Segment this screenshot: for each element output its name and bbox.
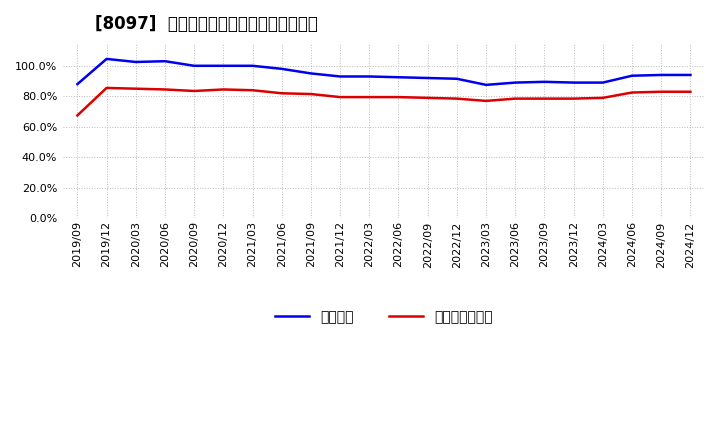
Line: 固定長期適合率: 固定長期適合率: [78, 88, 690, 115]
固定比率: [570, 80, 578, 85]
固定比率: [686, 72, 695, 77]
固定長期適合率: [248, 88, 257, 93]
固定長期適合率: [277, 91, 286, 96]
固定比率: [482, 82, 490, 88]
固定長期適合率: [453, 96, 462, 101]
固定比率: [336, 74, 344, 79]
固定比率: [511, 80, 520, 85]
固定長期適合率: [511, 96, 520, 101]
固定比率: [598, 80, 607, 85]
固定比率: [161, 59, 169, 64]
固定長期適合率: [336, 95, 344, 100]
固定比率: [453, 76, 462, 81]
固定比率: [190, 63, 199, 69]
固定比率: [394, 75, 402, 80]
固定比率: [365, 74, 374, 79]
固定長期適合率: [73, 113, 82, 118]
固定長期適合率: [540, 96, 549, 101]
固定比率: [102, 56, 111, 62]
固定比率: [540, 79, 549, 84]
固定比率: [219, 63, 228, 69]
固定長期適合率: [102, 85, 111, 91]
固定長期適合率: [190, 88, 199, 94]
固定長期適合率: [365, 95, 374, 100]
固定長期適合率: [482, 98, 490, 103]
固定比率: [628, 73, 636, 78]
固定長期適合率: [686, 89, 695, 95]
固定比率: [277, 66, 286, 71]
固定長期適合率: [394, 95, 402, 100]
Legend: 固定比率, 固定長期適合率: 固定比率, 固定長期適合率: [269, 304, 499, 330]
固定長期適合率: [219, 87, 228, 92]
固定長期適合率: [598, 95, 607, 100]
固定長期適合率: [307, 92, 315, 97]
固定長期適合率: [628, 90, 636, 95]
固定長期適合率: [657, 89, 665, 95]
固定比率: [423, 75, 432, 81]
Text: [8097]  固定比率、固定長期適合率の推移: [8097] 固定比率、固定長期適合率の推移: [95, 15, 318, 33]
固定比率: [657, 72, 665, 77]
固定比率: [73, 81, 82, 87]
Line: 固定比率: 固定比率: [78, 59, 690, 85]
固定比率: [307, 71, 315, 76]
固定長期適合率: [423, 95, 432, 100]
固定比率: [132, 59, 140, 65]
固定長期適合率: [132, 86, 140, 92]
固定比率: [248, 63, 257, 69]
固定長期適合率: [570, 96, 578, 101]
固定長期適合率: [161, 87, 169, 92]
